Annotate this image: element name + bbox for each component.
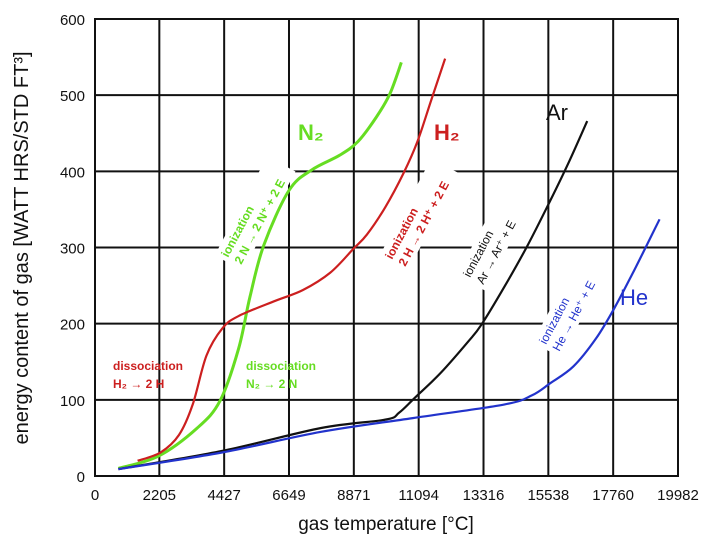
plot-border bbox=[94, 18, 679, 477]
y-tick-label: 300 bbox=[60, 241, 85, 258]
x-tick-label: 13316 bbox=[463, 487, 505, 504]
series-line-he bbox=[118, 218, 661, 471]
n2-dissociation-label: dissociation bbox=[246, 359, 316, 373]
x-tick-label: 11094 bbox=[398, 487, 439, 504]
series-label-h2: H₂ bbox=[434, 120, 460, 145]
series-line-n2 bbox=[117, 61, 403, 470]
x-tick-label: 19982 bbox=[657, 487, 699, 504]
y-tick-label: 500 bbox=[60, 88, 85, 105]
series-label-n2: N₂ bbox=[298, 120, 324, 145]
h2-dissociation-label: dissociation bbox=[113, 359, 183, 373]
x-tick-label: 8871 bbox=[337, 487, 370, 504]
series-line-ar bbox=[118, 120, 589, 471]
y-tick-label: 100 bbox=[60, 393, 85, 410]
series-label-ar: Ar bbox=[546, 100, 568, 125]
y-tick-label: 600 bbox=[60, 12, 85, 29]
x-tick-label: 6649 bbox=[272, 487, 305, 504]
x-tick-label: 4427 bbox=[207, 487, 240, 504]
series-line-h2 bbox=[137, 58, 447, 462]
x-tick-label: 15538 bbox=[527, 487, 569, 504]
series-label-he: He bbox=[620, 285, 648, 310]
y-tick-label: 400 bbox=[60, 164, 85, 181]
y-tick-label: 0 bbox=[77, 469, 85, 486]
series-lines bbox=[117, 58, 661, 471]
x-tick-label: 0 bbox=[91, 487, 99, 504]
h2-dissociation-reaction: H₂ → 2 H bbox=[113, 377, 164, 391]
x-tick-label: 17760 bbox=[592, 487, 634, 504]
y-tick-label: 200 bbox=[60, 317, 85, 334]
x-tick-label: 2205 bbox=[143, 487, 176, 504]
n2-dissociation-reaction: N₂ → 2 N bbox=[246, 377, 297, 391]
x-axis-label: gas temperature [°C] bbox=[298, 514, 474, 535]
tick-labels: 0 2205 4427 6649 8871 11094 13316 15538 17760 199… bbox=[60, 12, 699, 504]
y-axis-label: energy content of gas [WATT HRS/STD FT³] bbox=[11, 51, 33, 444]
